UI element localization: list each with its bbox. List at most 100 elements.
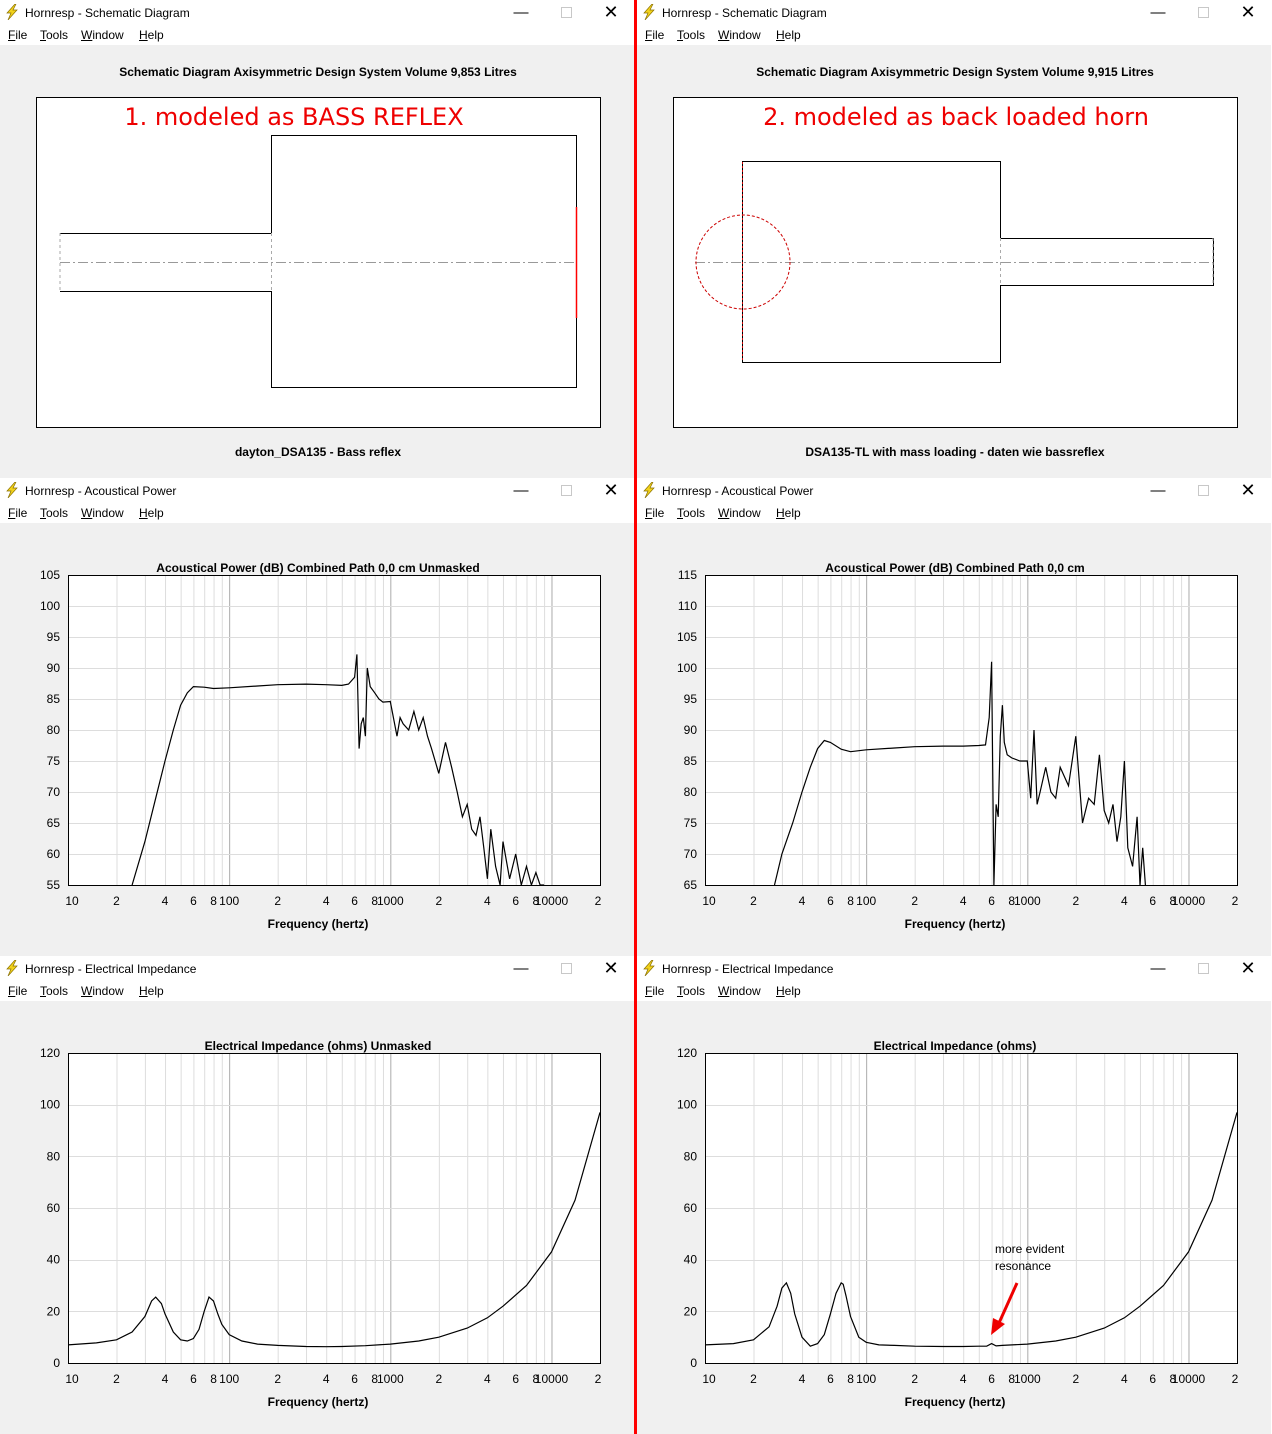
x-tick-label: 8	[1008, 1372, 1015, 1386]
grid-lines	[68, 1053, 600, 1363]
maximize-icon[interactable]	[543, 479, 589, 501]
menu-bar: File Tools Window Help	[637, 981, 1271, 1001]
menu-tools[interactable]: Tools	[677, 984, 706, 998]
close-icon[interactable]: ✕	[603, 1, 619, 22]
plot-canvas: Electrical Impedance (ohms) Frequency (he…	[677, 1039, 1239, 1409]
series-line	[131, 654, 545, 885]
y-tick-label: 90	[684, 723, 698, 737]
y-tick-label: 65	[684, 878, 698, 892]
y-tick-label: 80	[684, 1149, 698, 1163]
menu-help[interactable]: Help	[776, 28, 801, 42]
menu-tools[interactable]: Tools	[40, 984, 69, 998]
minimize-icon[interactable]: —	[1150, 3, 1166, 21]
menu-tools[interactable]: Tools	[40, 506, 69, 520]
x-tick-label: 8	[1008, 894, 1015, 908]
y-tick-label: 70	[47, 785, 61, 799]
y-tick-label: 75	[47, 754, 61, 768]
title-bar[interactable]: Hornresp - Acoustical Power — ✕	[0, 478, 634, 503]
minimize-icon[interactable]: —	[1150, 481, 1166, 499]
chart-header: Acoustical Power (dB) Combined Path 0,0 …	[825, 561, 1084, 575]
menu-help[interactable]: Help	[139, 506, 164, 520]
maximize-icon[interactable]	[543, 1, 589, 23]
title-bar[interactable]: Hornresp - Schematic Diagram — ✕	[0, 0, 634, 25]
lightning-bolt-icon	[6, 960, 18, 976]
menu-window[interactable]: Window	[81, 506, 124, 520]
menu-file[interactable]: File	[8, 984, 28, 998]
menu-help[interactable]: Help	[139, 28, 164, 42]
menu-tools[interactable]: Tools	[677, 28, 706, 42]
title-bar[interactable]: Hornresp - Electrical Impedance — ✕	[0, 956, 634, 981]
x-tick-label: 100	[219, 1372, 239, 1386]
electrical-impedance-window-left: Hornresp - Electrical Impedance — ✕ File Too…	[0, 956, 634, 1434]
y-tick-label: 100	[677, 1098, 697, 1112]
schematic-header: Schematic Diagram Axisymmetric Design Sy…	[756, 65, 1154, 79]
y-tick-label: 100	[40, 599, 60, 613]
menu-window[interactable]: Window	[718, 984, 761, 998]
x-tick-label: 4	[1121, 1372, 1128, 1386]
grid-lines	[705, 575, 1237, 885]
schematic-window-left: Hornresp - Schematic Diagram — ✕ File Tools W…	[0, 0, 634, 478]
menu-window[interactable]: Window	[718, 28, 761, 42]
x-tick-label: 10	[702, 894, 716, 908]
schematic-window-right: Hornresp - Schematic Diagram — ✕ File Tools W…	[637, 0, 1271, 478]
title-bar[interactable]: Hornresp - Acoustical Power — ✕	[637, 478, 1271, 503]
menu-file[interactable]: File	[8, 506, 28, 520]
y-tick-label: 90	[47, 661, 61, 675]
menu-window[interactable]: Window	[81, 984, 124, 998]
close-icon[interactable]: ✕	[603, 479, 619, 500]
menu-file[interactable]: File	[645, 506, 665, 520]
maximize-icon[interactable]	[1180, 479, 1226, 501]
x-axis-label: Frequency (hertz)	[905, 1395, 1006, 1409]
y-tick-label: 65	[47, 816, 61, 830]
close-icon[interactable]: ✕	[1240, 1, 1256, 22]
minimize-icon[interactable]: —	[1150, 959, 1166, 977]
minimize-icon[interactable]: —	[513, 3, 529, 21]
schematic-header: Schematic Diagram Axisymmetric Design Sy…	[119, 65, 517, 79]
maximize-icon[interactable]	[1180, 1, 1226, 23]
acoustical-power-window-right: Hornresp - Acoustical Power — ✕ File Tools Wi…	[637, 478, 1271, 956]
y-tick-label: 85	[684, 754, 698, 768]
client-area: Electrical Impedance (ohms) Frequency (he…	[637, 1001, 1271, 1434]
menu-file[interactable]: File	[8, 28, 28, 42]
minimize-icon[interactable]: —	[513, 959, 529, 977]
x-tick-label: 8	[1170, 1372, 1177, 1386]
x-tick-label: 10000	[535, 1372, 569, 1386]
y-tick-label: 85	[47, 692, 61, 706]
menu-help[interactable]: Help	[139, 984, 164, 998]
schematic-drawing	[695, 161, 1214, 363]
x-tick-label: 6	[1149, 1372, 1156, 1386]
x-tick-label: 1000	[377, 894, 404, 908]
menu-help[interactable]: Help	[776, 984, 801, 998]
close-icon[interactable]: ✕	[603, 957, 619, 978]
y-tick-label: 20	[47, 1304, 61, 1318]
title-bar[interactable]: Hornresp - Schematic Diagram — ✕	[637, 0, 1271, 25]
close-icon[interactable]: ✕	[1240, 957, 1256, 978]
menu-help[interactable]: Help	[776, 506, 801, 520]
x-tick-label: 4	[960, 894, 967, 908]
close-icon[interactable]: ✕	[1240, 479, 1256, 500]
x-tick-label: 2	[911, 1372, 918, 1386]
y-tick-label: 80	[47, 1149, 61, 1163]
lightning-bolt-icon	[643, 960, 655, 976]
x-tick-label: 2	[1232, 1372, 1239, 1386]
x-tick-label: 4	[799, 1372, 806, 1386]
menu-window[interactable]: Window	[718, 506, 761, 520]
x-tick-label: 4	[484, 894, 491, 908]
maximize-icon[interactable]	[1180, 957, 1226, 979]
menu-file[interactable]: File	[645, 984, 665, 998]
x-tick-label: 100	[856, 1372, 876, 1386]
y-tick-label: 100	[40, 1098, 60, 1112]
x-axis-label: Frequency (hertz)	[268, 1395, 369, 1409]
menu-tools[interactable]: Tools	[677, 506, 706, 520]
x-tick-label: 1000	[1014, 1372, 1041, 1386]
x-tick-label: 8	[210, 894, 217, 908]
menu-tools[interactable]: Tools	[40, 28, 69, 42]
maximize-icon[interactable]	[543, 957, 589, 979]
minimize-icon[interactable]: —	[513, 481, 529, 499]
client-area: Schematic Diagram Axisymmetric Design Sy…	[0, 45, 634, 478]
menu-file[interactable]: File	[645, 28, 665, 42]
menu-window[interactable]: Window	[81, 28, 124, 42]
title-bar[interactable]: Hornresp - Electrical Impedance — ✕	[637, 956, 1271, 981]
annotation-arrow	[991, 1282, 1019, 1335]
grid-lines	[68, 575, 600, 885]
